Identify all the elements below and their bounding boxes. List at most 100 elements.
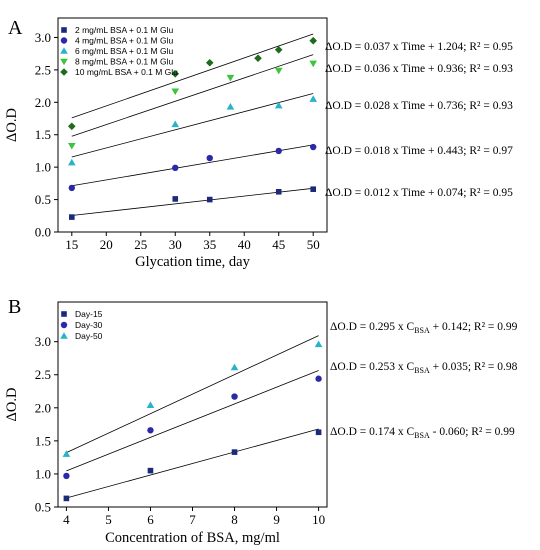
y-tick-label: 0.5 bbox=[35, 500, 51, 515]
equation-prefix: ΔO.D bbox=[325, 145, 352, 157]
y-tick-label: 2.0 bbox=[35, 400, 51, 415]
data-point bbox=[171, 88, 180, 96]
panel-a: A 15 20 25 30 35 40 45 50 0.0 0.5 1.0 1.5 2.0 2.5 3.0 Gl… bbox=[4, 17, 513, 270]
series-1 bbox=[63, 370, 322, 480]
y-tick-label: 1.0 bbox=[35, 160, 51, 175]
data-point bbox=[67, 122, 76, 131]
data-point bbox=[68, 214, 75, 220]
data-point bbox=[274, 45, 283, 54]
equation-body: = 0.028 x Time + 0.736; R² = 0.93 bbox=[352, 100, 513, 112]
legend-label: 8 mg/mL BSA + 0.1 M Glu bbox=[75, 57, 173, 67]
fit-equation: ΔO.D = 0.295 x CBSA + 0.142; R² = 0.99 bbox=[330, 321, 518, 335]
equation-prefix: ΔO.D bbox=[325, 41, 352, 53]
equation-pre: = 0.295 x C bbox=[357, 321, 415, 333]
equation-subscript: BSA bbox=[414, 366, 430, 375]
series-1 bbox=[68, 143, 317, 192]
data-point bbox=[63, 472, 70, 480]
y-tick-label: 2.5 bbox=[35, 62, 51, 77]
data-point bbox=[275, 188, 282, 195]
legend-label: 2 mg/mL BSA + 0.1 M Glu bbox=[75, 25, 173, 35]
data-point bbox=[309, 36, 318, 45]
series-3 bbox=[67, 54, 318, 150]
x-tick-label: 30 bbox=[169, 237, 182, 252]
x-axis-label: Concentration of BSA, mg/ml bbox=[105, 530, 280, 546]
fit-equation: ΔO.D = 0.028 x Time + 0.736; R² = 0.93 bbox=[325, 100, 513, 112]
x-tick-label: 6 bbox=[147, 512, 154, 527]
y-tick-label: 0.0 bbox=[35, 225, 51, 240]
plot-frame bbox=[57, 17, 328, 233]
y-tick-label: 1.5 bbox=[35, 433, 51, 448]
data-point bbox=[62, 450, 71, 457]
data-point bbox=[231, 449, 238, 455]
data-point bbox=[315, 375, 322, 382]
x-tick-label: 35 bbox=[203, 237, 216, 252]
data-point bbox=[309, 95, 318, 102]
data-point bbox=[171, 69, 180, 78]
fit-equation: ΔO.D = 0.174 x CBSA - 0.060; R² = 0.99 bbox=[330, 426, 515, 440]
fit-equation: ΔO.D = 0.018 x Time + 0.443; R² = 0.97 bbox=[325, 145, 513, 157]
x-tick-label: 20 bbox=[100, 237, 113, 252]
fit-line bbox=[66, 335, 319, 454]
x-tick-label: 40 bbox=[238, 237, 251, 252]
x-tick-label: 10 bbox=[312, 512, 325, 527]
data-point bbox=[310, 186, 317, 192]
y-tick-label: 3.0 bbox=[35, 30, 51, 45]
legend-label: 4 mg/mL BSA + 0.1 M Glu bbox=[75, 36, 173, 46]
data-point bbox=[147, 427, 154, 434]
panel-letter: B bbox=[8, 296, 21, 318]
data-point bbox=[63, 495, 70, 502]
data-point bbox=[205, 58, 214, 67]
series-2 bbox=[67, 93, 318, 166]
y-tick-label: 1.0 bbox=[35, 466, 51, 481]
equation-post: - 0.060; R² = 0.99 bbox=[430, 426, 515, 438]
data-point bbox=[275, 147, 282, 155]
data-point bbox=[309, 60, 318, 68]
equation-prefix: ΔO.D bbox=[330, 426, 357, 438]
y-tick-label: 2.5 bbox=[35, 367, 51, 382]
legend-marker bbox=[61, 27, 67, 33]
legend-marker bbox=[61, 311, 67, 317]
data-point bbox=[67, 142, 76, 150]
data-point bbox=[146, 401, 155, 408]
equation-body: = 0.036 x Time + 0.936; R² = 0.93 bbox=[352, 63, 513, 75]
series-0 bbox=[68, 186, 317, 220]
fit-line bbox=[71, 144, 314, 187]
series-2 bbox=[62, 335, 323, 457]
data-point bbox=[147, 467, 154, 474]
equation-prefix: ΔO.D bbox=[325, 63, 352, 75]
series-4 bbox=[67, 33, 318, 131]
fit-equation: ΔO.D = 0.012 x Time + 0.074; R² = 0.95 bbox=[325, 187, 513, 199]
legend-marker bbox=[60, 321, 68, 329]
fit-line bbox=[71, 187, 314, 216]
legend-marker bbox=[60, 332, 68, 339]
data-point bbox=[206, 154, 213, 162]
x-tick-label: 45 bbox=[272, 237, 285, 252]
x-tick-label: 5 bbox=[105, 512, 112, 527]
x-tick-label: 15 bbox=[65, 237, 78, 252]
data-point bbox=[314, 340, 323, 348]
x-tick-label: 9 bbox=[273, 512, 280, 527]
equation-body: = 0.018 x Time + 0.443; R² = 0.97 bbox=[352, 145, 513, 157]
fit-line bbox=[66, 370, 319, 472]
equation-prefix: ΔO.D bbox=[330, 361, 357, 373]
data-point bbox=[254, 54, 262, 63]
data-point bbox=[68, 184, 75, 192]
legend-marker bbox=[60, 37, 68, 44]
x-tick-label: 50 bbox=[307, 237, 320, 252]
fit-line bbox=[71, 54, 314, 137]
data-point bbox=[274, 67, 283, 75]
y-tick-label: 2.0 bbox=[35, 95, 51, 110]
data-point bbox=[172, 164, 179, 171]
y-tick-label: 1.5 bbox=[35, 127, 51, 142]
y-axis-label: ΔO.D bbox=[4, 388, 20, 422]
data-point bbox=[310, 143, 317, 151]
x-tick-label: 4 bbox=[63, 512, 70, 527]
fit-equation: ΔO.D = 0.036 x Time + 0.936; R² = 0.93 bbox=[325, 63, 513, 75]
equation-prefix: ΔO.D bbox=[325, 187, 352, 199]
x-tick-label: 7 bbox=[189, 512, 196, 527]
legend-label: 10 mg/mL BSA + 0.1 M Glu bbox=[75, 67, 178, 77]
y-axis-label: ΔO.D bbox=[4, 108, 20, 142]
fit-line bbox=[71, 33, 314, 119]
